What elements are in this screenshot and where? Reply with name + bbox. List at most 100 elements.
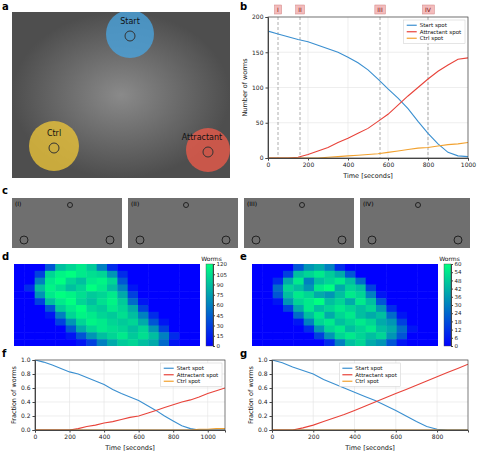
tick: 800 <box>423 158 435 168</box>
legend-swatch <box>342 374 352 375</box>
tick-label: 45 <box>217 313 224 319</box>
cell <box>355 305 366 312</box>
cell <box>97 285 108 292</box>
cell <box>76 298 87 305</box>
tick-mark <box>270 430 273 431</box>
cell <box>428 332 438 339</box>
colorbar <box>444 264 451 346</box>
cell <box>14 312 25 319</box>
spot-well <box>136 236 144 244</box>
cell <box>76 278 87 285</box>
cell <box>117 326 128 333</box>
cell <box>324 291 335 298</box>
axis-line <box>214 265 216 347</box>
cell <box>24 285 35 292</box>
spot-well <box>49 143 59 153</box>
cell <box>24 264 35 271</box>
tick: 0.4 <box>21 398 35 405</box>
tick-mark <box>451 346 453 347</box>
cell <box>428 271 438 278</box>
tick-label: 0.4 <box>258 398 268 405</box>
tick: 1.0 <box>258 356 272 363</box>
cell <box>45 305 56 312</box>
cell <box>55 278 66 285</box>
tick: 0.6 <box>21 384 35 391</box>
cell <box>128 319 139 326</box>
cell <box>66 326 77 333</box>
cell <box>107 264 118 271</box>
cell <box>324 285 335 292</box>
cell <box>355 291 366 298</box>
cell <box>159 339 170 346</box>
cell <box>283 291 294 298</box>
cell <box>252 264 263 271</box>
tick-label: 1000 <box>461 161 476 168</box>
grid <box>268 17 468 158</box>
legend: Start spotAttractant spotCtrl spot <box>339 363 400 387</box>
cell <box>293 278 304 285</box>
tick-label: 400 <box>349 433 361 440</box>
cell <box>324 271 335 278</box>
cell <box>86 312 97 319</box>
tick-mark <box>266 158 269 159</box>
cell <box>428 305 438 312</box>
cell <box>45 319 56 326</box>
spot-well <box>184 203 189 208</box>
grid-line <box>268 122 468 123</box>
axis-line <box>33 361 36 431</box>
annotation-box <box>423 5 435 14</box>
tick: 1000 <box>201 430 216 440</box>
cell <box>366 298 377 305</box>
tick-mark <box>213 285 215 286</box>
cell <box>345 291 356 298</box>
tick-label: 400 <box>99 433 111 440</box>
tick-label: 200 <box>303 161 315 168</box>
grid-line <box>268 52 468 53</box>
cell <box>76 312 87 319</box>
cell <box>45 326 56 333</box>
cell <box>97 326 108 333</box>
cell <box>262 285 273 292</box>
tick-mark <box>33 388 36 389</box>
cell <box>169 298 180 305</box>
tick-label: 0.0 <box>258 426 268 433</box>
legend-box <box>404 20 465 44</box>
cell <box>86 285 97 292</box>
cell <box>397 278 408 285</box>
tick: 42 <box>451 286 462 292</box>
cell <box>293 332 304 339</box>
cell <box>262 278 273 285</box>
tick: 400 <box>99 430 111 440</box>
y-axis-title: Number of worms <box>241 58 249 117</box>
tick: 400 <box>349 430 361 440</box>
cell <box>190 339 200 346</box>
y-axis-title: Fraction of worms <box>247 365 255 424</box>
cell <box>345 312 356 319</box>
cell <box>24 326 35 333</box>
tick-mark <box>33 402 36 403</box>
line-chart: 02004006008001000050100150200Time [secon… <box>241 5 476 180</box>
axis-line <box>452 265 454 347</box>
cell <box>428 339 438 346</box>
photo-background <box>128 198 238 248</box>
cell <box>117 312 128 319</box>
cell <box>324 339 335 346</box>
cell <box>179 291 190 298</box>
cell <box>24 271 35 278</box>
cell <box>169 305 180 312</box>
cell <box>159 305 170 312</box>
tick-label: 105 <box>217 272 228 278</box>
tick-label: 0.6 <box>258 384 268 391</box>
grid <box>272 360 468 430</box>
spot-well <box>368 236 376 244</box>
tick-mark <box>266 52 269 53</box>
tick-mark <box>266 123 269 124</box>
legend-label: Ctrl spot <box>355 378 379 385</box>
cell <box>262 339 273 346</box>
cell <box>324 264 335 271</box>
tick-label: 0 <box>34 433 38 440</box>
cell <box>355 271 366 278</box>
cell <box>107 291 118 298</box>
cell <box>117 332 128 339</box>
cell <box>107 305 118 312</box>
